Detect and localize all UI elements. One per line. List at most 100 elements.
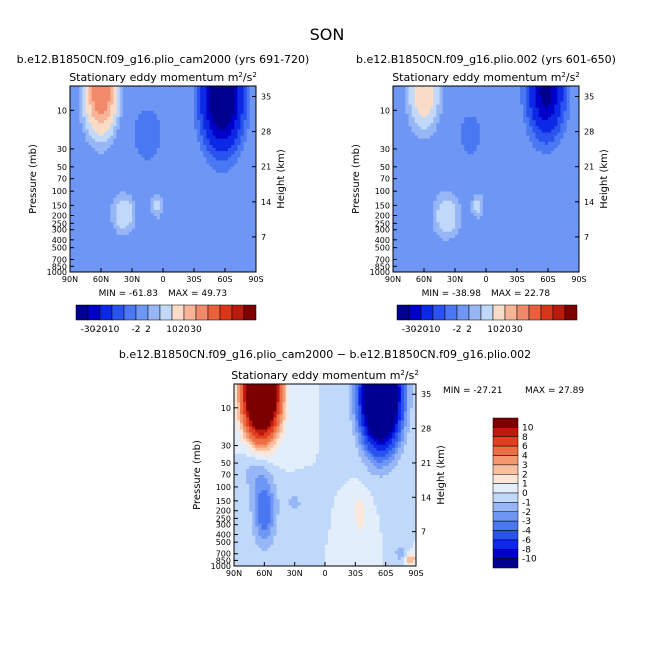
heatmap-cell xyxy=(166,117,170,121)
heatmap-cell xyxy=(94,244,99,248)
heatmap-cell xyxy=(225,194,229,198)
heatmap-cell xyxy=(225,206,229,211)
heatmap-cell xyxy=(166,259,170,264)
heatmap-cell xyxy=(206,107,210,112)
heatmap-cell xyxy=(464,104,468,109)
heatmap-cell xyxy=(113,151,117,155)
heatmap-cell xyxy=(184,154,189,158)
heatmap-cell xyxy=(445,104,450,109)
heatmap-cell xyxy=(221,231,226,236)
heatmap-cell xyxy=(113,216,117,220)
heatmap-cell xyxy=(529,107,533,112)
heatmap-cell xyxy=(169,213,173,217)
heatmap-cell xyxy=(107,200,111,205)
heatmap-cell xyxy=(156,95,161,99)
heatmap-cell xyxy=(489,104,493,109)
heatmap-cell xyxy=(107,213,111,217)
heatmap-cell xyxy=(197,141,201,146)
heatmap-cell xyxy=(197,182,201,186)
heatmap-cell xyxy=(231,98,235,102)
heatmap-cell xyxy=(76,148,80,152)
heatmap-cell xyxy=(473,98,478,102)
heatmap-cell xyxy=(243,129,248,133)
heatmap-cell xyxy=(122,228,127,233)
heatmap-cell xyxy=(128,256,133,260)
heatmap-cell xyxy=(200,234,204,239)
heatmap-cell xyxy=(523,148,527,152)
heatmap-cell xyxy=(101,160,105,164)
heatmap-cell xyxy=(94,92,99,96)
heatmap-cell xyxy=(104,98,108,102)
heatmap-cell xyxy=(141,120,145,124)
heatmap-cell xyxy=(135,129,139,133)
heatmap-cell xyxy=(489,129,493,133)
heatmap-cell xyxy=(172,107,176,112)
heatmap-cell xyxy=(110,216,114,220)
heatmap-cell xyxy=(231,206,235,211)
heatmap-cell xyxy=(116,259,120,264)
heatmap-cell xyxy=(492,148,496,152)
heatmap-cell xyxy=(532,120,536,124)
heatmap-cell xyxy=(215,250,220,254)
heatmap-cell xyxy=(113,185,117,189)
heatmap-cell xyxy=(523,95,527,99)
heatmap-cell xyxy=(451,148,456,152)
heatmap-cell xyxy=(181,182,186,186)
heatmap-cell xyxy=(234,107,238,112)
heatmap-cell xyxy=(231,92,235,96)
heatmap-cell xyxy=(489,86,493,90)
heatmap-cell xyxy=(141,219,145,223)
heatmap-cell xyxy=(218,247,223,251)
heatmap-cell xyxy=(203,244,207,248)
heatmap-cell xyxy=(228,265,232,270)
heatmap-cell xyxy=(221,154,226,158)
heatmap-cell xyxy=(399,132,403,136)
heatmap-cell xyxy=(448,151,453,155)
heatmap-cell xyxy=(190,247,195,251)
heatmap-cell xyxy=(544,144,549,149)
heatmap-cell xyxy=(504,120,509,124)
heatmap-cell xyxy=(249,157,254,161)
heatmap-cell xyxy=(464,132,468,136)
heatmap-cell xyxy=(76,154,80,158)
heatmap-cell xyxy=(138,157,142,161)
heatmap-cell xyxy=(510,89,515,93)
heatmap-cell xyxy=(194,107,198,112)
heatmap-cell xyxy=(402,129,406,133)
heatmap-cell xyxy=(166,163,170,167)
heatmap-cell xyxy=(200,185,204,189)
heatmap-cell xyxy=(436,117,440,121)
heatmap-cell xyxy=(76,262,80,267)
x-tick-label: 30N xyxy=(124,275,140,284)
heatmap-cell xyxy=(76,191,80,195)
heatmap-cell xyxy=(489,117,493,121)
heatmap-cell xyxy=(82,172,86,177)
heatmap-cell xyxy=(246,219,251,223)
heatmap-cell xyxy=(200,259,204,264)
heatmap-cell xyxy=(141,228,145,233)
heatmap-cell xyxy=(94,234,99,239)
heatmap-cell xyxy=(147,141,151,146)
heatmap-cell xyxy=(523,101,527,105)
heatmap-cell xyxy=(153,163,158,167)
heatmap-cell xyxy=(221,141,226,146)
heatmap-cell xyxy=(184,210,189,214)
heatmap-cell xyxy=(169,98,173,102)
heatmap-cell xyxy=(166,135,170,140)
heatmap-cell xyxy=(414,151,419,155)
heatmap-cell xyxy=(82,210,86,214)
heatmap-cell xyxy=(420,95,425,99)
heatmap-cell xyxy=(249,200,254,205)
heatmap-cell xyxy=(405,92,409,96)
heatmap-cell xyxy=(560,144,564,149)
heatmap-cell xyxy=(153,210,158,214)
heatmap-cell xyxy=(76,241,80,245)
heatmap-cell xyxy=(424,148,428,152)
heatmap-cell xyxy=(507,141,512,146)
heatmap-cell xyxy=(172,265,176,270)
heatmap-cell xyxy=(458,98,462,102)
heatmap-cell xyxy=(122,89,127,93)
heatmap-cell xyxy=(181,120,186,124)
heatmap-cell xyxy=(206,222,210,226)
heatmap-cell xyxy=(544,95,549,99)
